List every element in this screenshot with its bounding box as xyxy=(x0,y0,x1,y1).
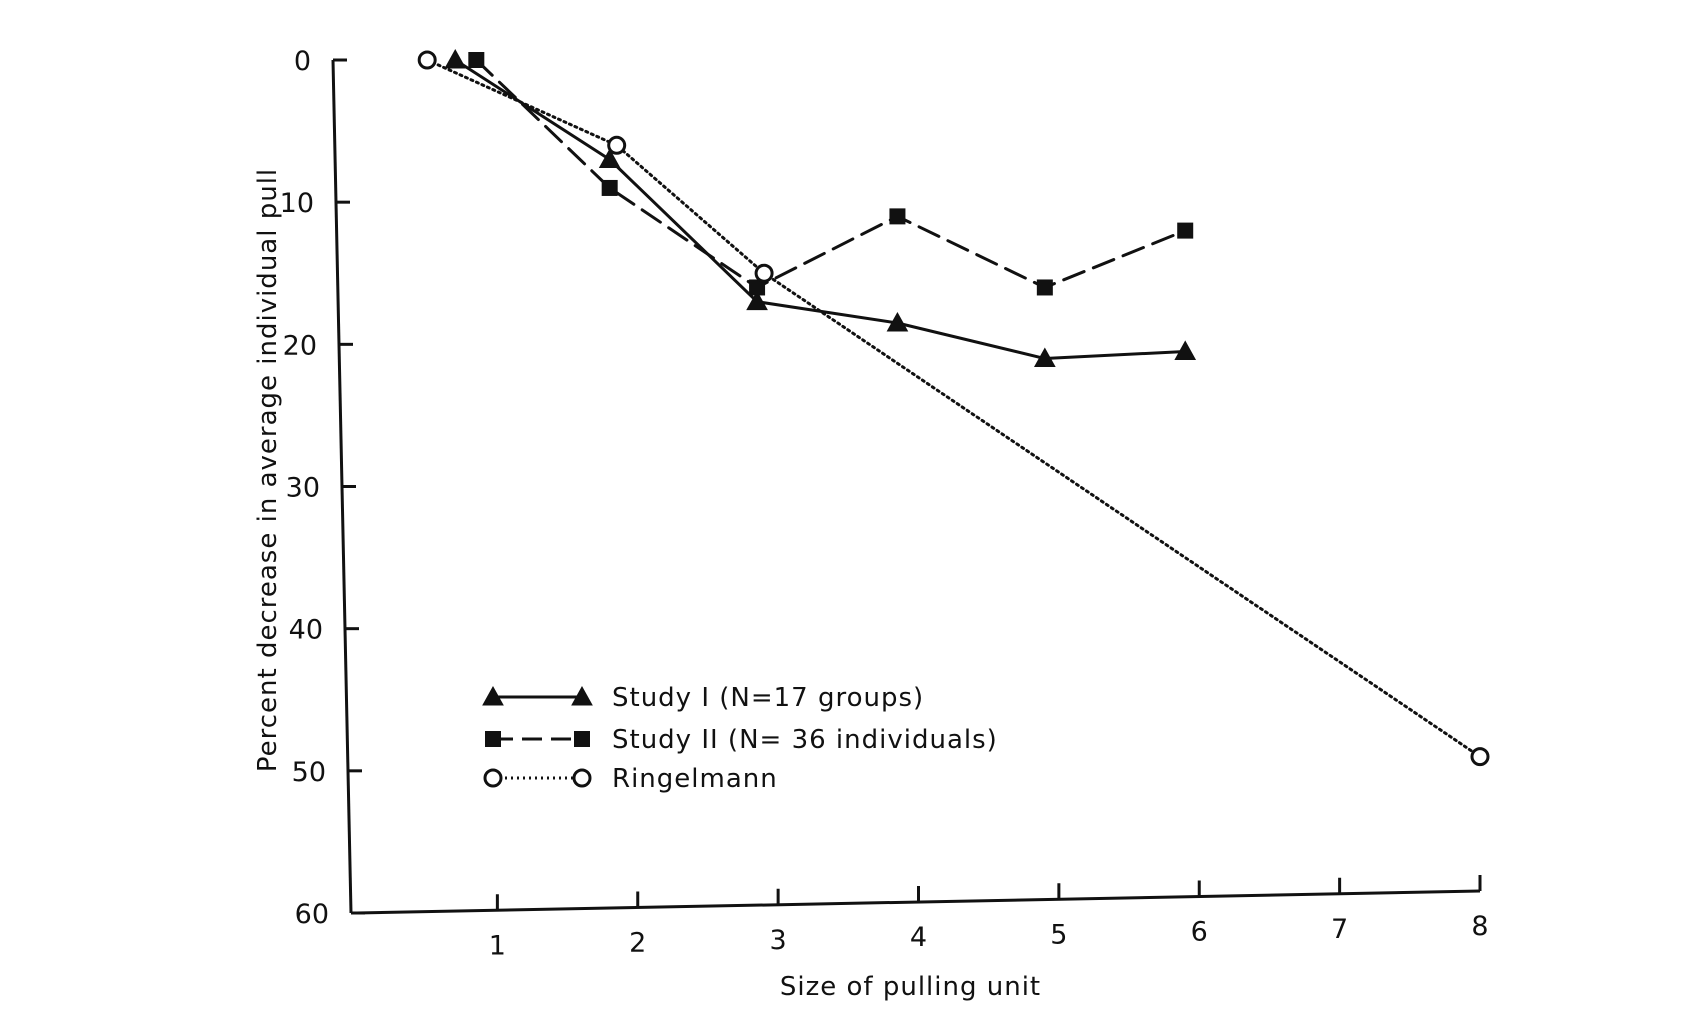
y-axis-label: Percent decrease in average individual p… xyxy=(253,168,283,772)
data-point xyxy=(889,208,906,225)
series-1 xyxy=(444,48,1197,368)
data-point xyxy=(1036,279,1053,296)
x-tick-label: 4 xyxy=(910,922,927,953)
data-point xyxy=(444,48,467,69)
series-3 xyxy=(417,50,1490,767)
x-tick-label: 5 xyxy=(1050,919,1067,950)
legend-marker xyxy=(485,731,501,747)
legend-label: Study I (N=17 groups) xyxy=(612,683,924,713)
series-layer xyxy=(417,48,1490,767)
data-point xyxy=(1470,747,1490,767)
x-axis-label: Size of pulling unit xyxy=(780,972,1041,1002)
x-tick-label: 6 xyxy=(1191,917,1208,948)
x-tick-label: 2 xyxy=(629,928,646,959)
data-point xyxy=(886,311,909,332)
data-point xyxy=(607,135,627,155)
legend-item: Study I (N=17 groups) xyxy=(482,683,924,713)
legend-marker xyxy=(571,685,593,706)
legend-marker xyxy=(574,731,590,747)
data-point xyxy=(749,279,766,296)
y-tick-label: 30 xyxy=(286,473,320,504)
data-point xyxy=(1033,347,1056,368)
x-tick-label: 7 xyxy=(1331,914,1348,945)
y-tick-label: 50 xyxy=(292,757,326,788)
data-point xyxy=(1174,340,1197,360)
legend-item: Ringelmann xyxy=(483,764,778,794)
axes: 0 10 20 30 40 50 60 1 2 3 4 5 6 7 8 xyxy=(280,46,1489,961)
data-point xyxy=(417,50,437,70)
legend: Study I (N=17 groups) Study II (N= 36 ind… xyxy=(482,683,998,794)
y-tick-label: 10 xyxy=(280,188,314,219)
legend-marker xyxy=(483,768,503,788)
series-line xyxy=(453,58,1187,361)
data-point xyxy=(1177,222,1194,239)
y-tick-label: 20 xyxy=(283,330,317,361)
series-line xyxy=(425,58,1482,759)
x-tick-label: 8 xyxy=(1471,911,1488,942)
y-tick-label: 60 xyxy=(295,899,329,930)
x-tick-label: 1 xyxy=(489,930,506,961)
data-point xyxy=(598,148,621,169)
legend-marker xyxy=(572,768,592,788)
data-point xyxy=(746,290,768,311)
data-point xyxy=(468,52,485,68)
data-point xyxy=(601,179,618,196)
legend-label: Ringelmann xyxy=(612,764,778,794)
legend-item: Study II (N= 36 individuals) xyxy=(485,725,998,755)
legend-marker xyxy=(482,685,504,706)
x-tick-label: 3 xyxy=(770,925,787,956)
y-tick-label: 0 xyxy=(294,46,311,77)
series-line xyxy=(474,58,1187,289)
series-2 xyxy=(468,52,1194,296)
data-point xyxy=(754,263,774,283)
legend-label: Study II (N= 36 individuals) xyxy=(612,725,998,755)
y-tick-label: 40 xyxy=(289,615,323,646)
